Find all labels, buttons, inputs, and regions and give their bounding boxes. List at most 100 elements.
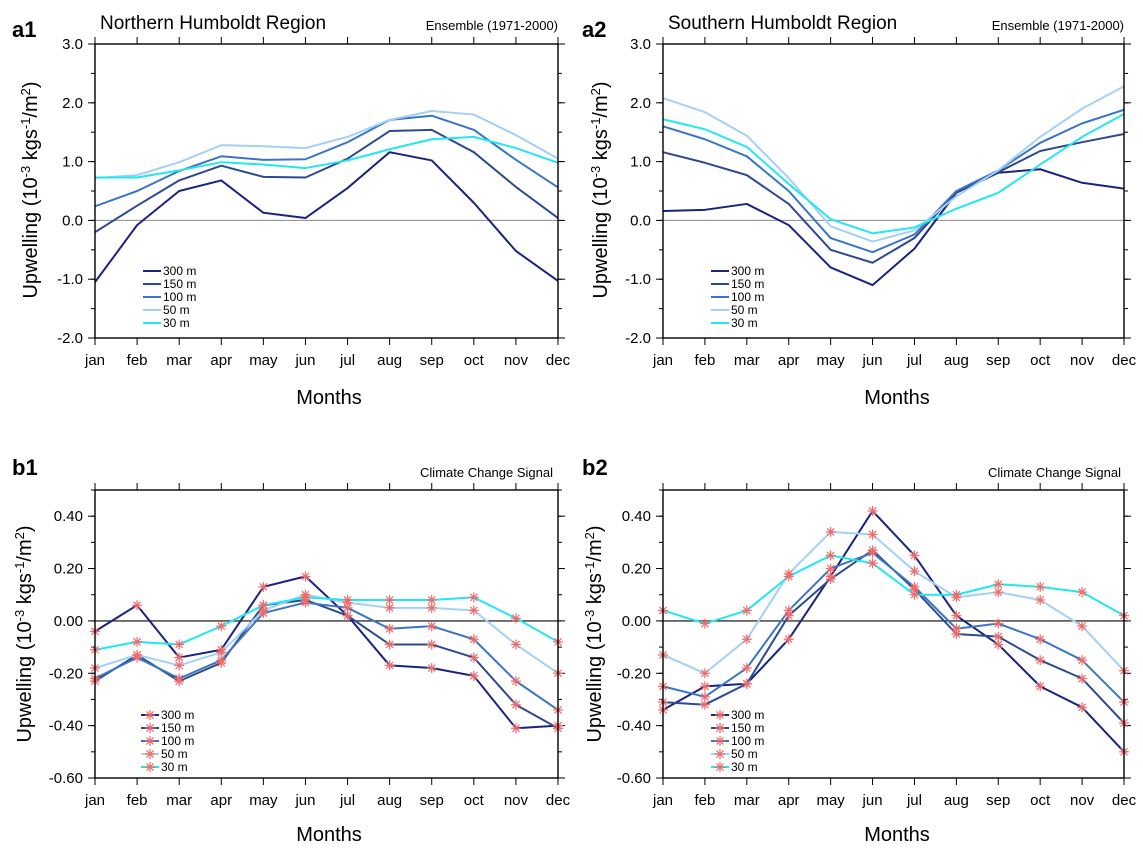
x-tick-label: jun bbox=[862, 792, 883, 809]
x-tick-label: jul bbox=[339, 352, 355, 369]
marker-stroke bbox=[1036, 682, 1045, 691]
x-tick-label: aug bbox=[377, 352, 402, 369]
x-tick-label: nov bbox=[1070, 792, 1095, 809]
marker-stroke bbox=[427, 622, 436, 631]
marker-stroke bbox=[259, 582, 268, 591]
data-point-marker bbox=[426, 594, 437, 605]
data-point-marker bbox=[993, 631, 1004, 642]
x-tick-label: mar bbox=[734, 352, 760, 369]
marker-stroke bbox=[469, 593, 478, 602]
svg-text:Upwelling (10-3 kgs-1/m2): Upwelling (10-3 kgs-1/m2) bbox=[588, 81, 612, 298]
x-axis-label: Months bbox=[864, 387, 930, 409]
data-point-marker bbox=[825, 526, 836, 537]
legend-label: 100 m bbox=[163, 290, 196, 304]
data-point-marker bbox=[741, 605, 752, 616]
marker-stroke bbox=[716, 724, 724, 732]
marker-stroke bbox=[716, 763, 724, 771]
marker-stroke bbox=[217, 656, 226, 665]
data-point-marker bbox=[426, 663, 437, 674]
legend-label: 30 m bbox=[731, 760, 758, 774]
x-tick-label: jan bbox=[652, 792, 673, 809]
panel-a1: a1 Northern Humboldt Region Ensemble (19… bbox=[12, 13, 571, 409]
marker-stroke bbox=[511, 724, 520, 733]
marker-stroke bbox=[133, 637, 142, 646]
x-tick-label: apr bbox=[778, 792, 800, 809]
data-point-marker bbox=[1077, 587, 1088, 598]
x-tick-label: jan bbox=[652, 352, 673, 369]
marker-stroke bbox=[826, 551, 835, 560]
plot-frame bbox=[662, 43, 1125, 339]
x-tick-label: mar bbox=[166, 792, 192, 809]
marker-stroke bbox=[784, 635, 793, 644]
marker-stroke bbox=[469, 671, 478, 680]
data-point-marker bbox=[468, 634, 479, 645]
data-point-marker bbox=[741, 663, 752, 674]
data-point-marker bbox=[174, 673, 185, 684]
marker-stroke bbox=[385, 596, 394, 604]
panel-b2: b2 Climate Change Signal Months Upwellin… bbox=[582, 455, 1137, 846]
legend-marker bbox=[145, 749, 155, 759]
legend-marker bbox=[145, 762, 155, 772]
marker-stroke bbox=[469, 606, 478, 615]
y-tick-label: -1.0 bbox=[57, 271, 83, 288]
marker-stroke bbox=[742, 664, 751, 672]
chart-title: Southern Humboldt Region bbox=[668, 13, 897, 34]
marker-stroke bbox=[826, 564, 835, 573]
marker-stroke bbox=[1036, 582, 1045, 591]
marker-stroke bbox=[700, 669, 709, 678]
legend-label: 50 m bbox=[163, 303, 190, 317]
data-point-marker bbox=[951, 623, 962, 634]
x-tick-label: feb bbox=[694, 352, 715, 369]
data-point-marker bbox=[1035, 634, 1046, 645]
x-tick-label: may bbox=[249, 352, 278, 369]
data-point-marker bbox=[384, 623, 395, 634]
data-point-marker bbox=[699, 618, 710, 629]
x-tick-label: oct bbox=[1030, 792, 1051, 809]
data-point-marker bbox=[993, 618, 1004, 629]
x-tick-label: nov bbox=[504, 792, 529, 809]
panel-label: a2 bbox=[582, 17, 606, 42]
legend-label: 150 m bbox=[731, 721, 764, 735]
series-line-50m bbox=[662, 530, 1125, 675]
data-point-marker bbox=[951, 610, 962, 621]
marker-stroke bbox=[784, 572, 793, 581]
data-point-marker bbox=[1035, 681, 1046, 692]
y-tick-label: 1.0 bbox=[62, 154, 83, 171]
series-line-150m bbox=[94, 598, 559, 730]
data-point-marker bbox=[783, 571, 794, 582]
series-line-100m bbox=[662, 551, 1125, 703]
marker-stroke bbox=[700, 682, 709, 691]
series-line-300m bbox=[662, 509, 1125, 753]
legend-label: 150 m bbox=[161, 721, 194, 735]
panel-b1: b1 Climate Change Signal Months Upwellin… bbox=[12, 455, 571, 846]
series-line-50m bbox=[662, 85, 1125, 243]
marker-stroke bbox=[716, 737, 724, 745]
data-point-marker bbox=[699, 668, 710, 679]
x-tick-label: jan bbox=[84, 792, 105, 809]
marker-stroke bbox=[133, 601, 142, 610]
y-tick-label: 0.40 bbox=[54, 508, 83, 525]
marker-stroke bbox=[175, 640, 184, 649]
marker-stroke bbox=[385, 624, 394, 633]
series-line-150m bbox=[94, 128, 559, 234]
marker-stroke bbox=[385, 661, 394, 670]
marker-stroke bbox=[1036, 656, 1045, 665]
plot-area: -2.0 -1.0 0.0 1.0 2.0 3.0 jan feb mar apr may jun ju… bbox=[625, 36, 1136, 369]
plot-frame bbox=[662, 489, 1125, 779]
y-tick-label: 0.00 bbox=[54, 613, 83, 630]
legend-marker bbox=[715, 736, 725, 746]
marker-stroke bbox=[868, 559, 877, 568]
legend-label: 50 m bbox=[731, 747, 758, 761]
marker-stroke bbox=[742, 679, 751, 688]
marker-stroke bbox=[868, 548, 877, 557]
data-point-marker bbox=[951, 589, 962, 600]
panel-label: b2 bbox=[582, 455, 608, 480]
marker-stroke bbox=[994, 580, 1003, 589]
marker-stroke bbox=[259, 601, 268, 610]
legend-label: 150 m bbox=[731, 277, 764, 291]
data-point-marker bbox=[468, 652, 479, 663]
data-point-marker bbox=[174, 639, 185, 650]
data-point-marker bbox=[300, 571, 311, 582]
legend-marker bbox=[145, 723, 155, 733]
data-point-marker bbox=[342, 594, 353, 605]
